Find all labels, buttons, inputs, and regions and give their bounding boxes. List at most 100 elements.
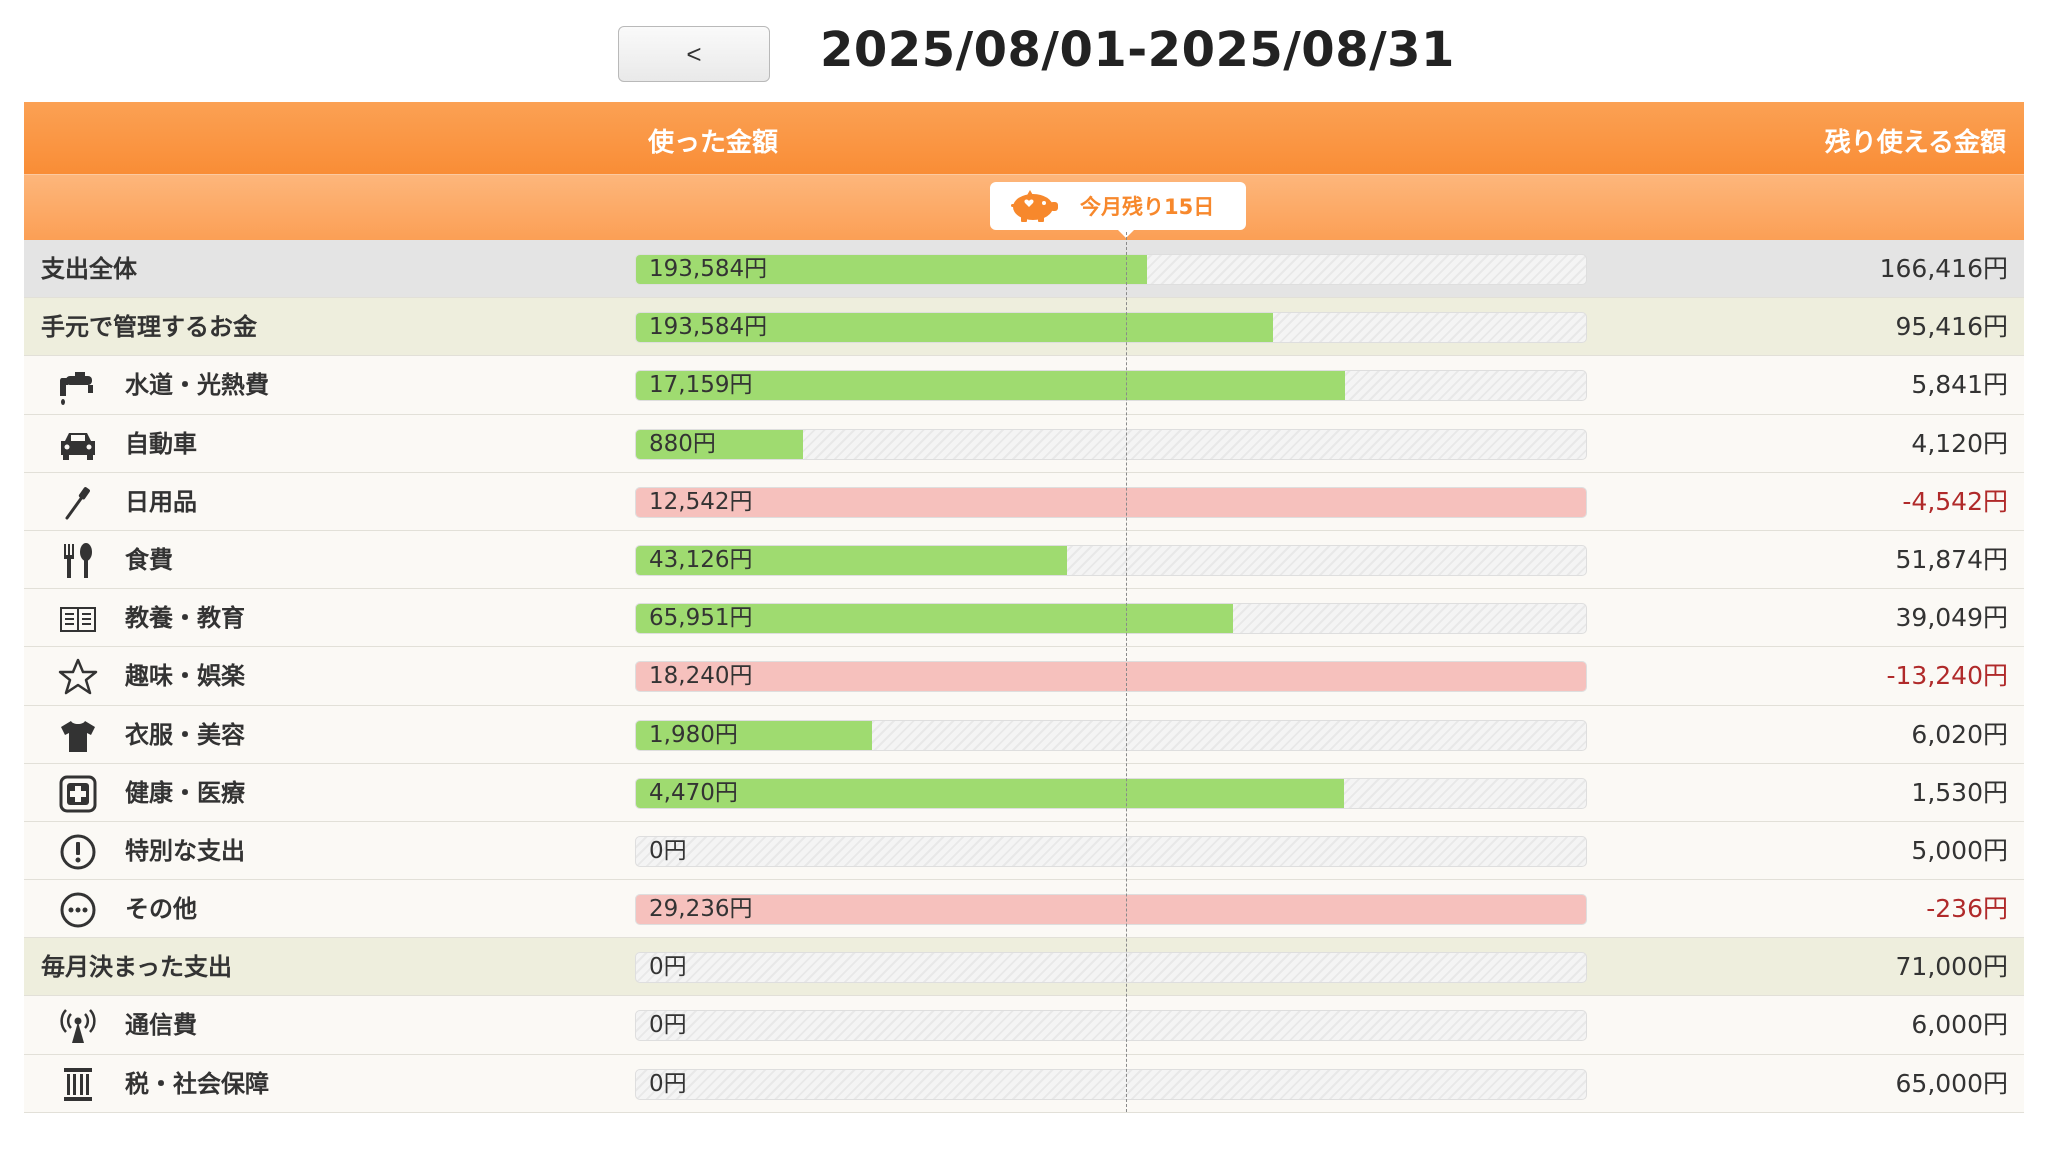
remaining-amount: 5,841円 xyxy=(1911,370,2008,400)
category-row[interactable]: 水道・光熱費 17,159円 5,841円 xyxy=(24,356,2024,415)
row-label: その他 xyxy=(125,895,197,924)
category-row[interactable]: 教養・教育 65,951円 39,049円 xyxy=(24,589,2024,648)
days-left-strip: 今月残り15日 xyxy=(24,174,2024,240)
used-amount: 0円 xyxy=(649,837,687,864)
previous-period-button[interactable]: < xyxy=(618,26,770,82)
row-label: 特別な支出 xyxy=(125,836,245,865)
progress-fill xyxy=(636,604,1233,634)
progress-fill xyxy=(636,371,1345,401)
category-row[interactable]: 特別な支出 0円 5,000円 xyxy=(24,821,2024,881)
tshirt-icon xyxy=(61,720,95,752)
row-label: 食費 xyxy=(125,545,173,574)
category-row[interactable]: 健康・医療 4,470円 1,530円 xyxy=(24,763,2024,822)
pillar-icon xyxy=(64,1067,92,1101)
remaining-amount: -4,542円 xyxy=(1902,486,2008,516)
antenna-icon xyxy=(60,1009,96,1044)
progress-fill xyxy=(636,778,1344,808)
table-header: 使った金額 残り使える金額 xyxy=(24,102,2024,174)
used-amount-header: 使った金額 xyxy=(648,128,779,158)
remaining-amount: 4,120円 xyxy=(1911,428,2008,458)
budget-table: 支出全体 193,584円 166,416円手元で管理するお金 193,584円 95,… xyxy=(24,240,2024,1113)
days-left-text: 今月残り15日 xyxy=(1080,195,1215,219)
row-label: 趣味・娯楽 xyxy=(125,662,245,691)
remaining-amount: 51,874円 xyxy=(1895,544,2008,574)
category-row[interactable]: 衣服・美容 1,980円 6,020円 xyxy=(24,705,2024,764)
used-amount: 43,126円 xyxy=(649,546,753,573)
category-row[interactable]: 自動車 880円 4,120円 xyxy=(24,414,2024,473)
row-label: 日用品 xyxy=(125,487,197,516)
spending-progress-bar: 29,236円 xyxy=(635,894,1587,926)
progress-fill xyxy=(636,720,872,750)
group-row[interactable]: 毎月決まった支出 0円 71,000円 xyxy=(24,938,2024,997)
row-label: 支出全体 xyxy=(41,255,137,283)
group-row[interactable]: 手元で管理するお金 193,584円 95,416円 xyxy=(24,298,2024,357)
progress-fill xyxy=(636,313,1273,343)
used-amount: 193,584円 xyxy=(649,256,768,282)
faucet-icon xyxy=(60,372,93,406)
row-label: 健康・医療 xyxy=(125,778,245,807)
remaining-amount: -13,240円 xyxy=(1886,661,2009,691)
spending-progress-bar: 0円 xyxy=(635,1010,1587,1042)
used-amount: 0円 xyxy=(649,954,687,981)
spending-progress-bar: 0円 xyxy=(635,835,1587,867)
remaining-amount: 6,020円 xyxy=(1911,719,2008,749)
progress-fill xyxy=(636,255,1148,284)
row-label: 手元で管理するお金 xyxy=(41,313,257,342)
row-label: 教養・教育 xyxy=(125,604,245,633)
category-row[interactable]: 税・社会保障 0円 65,000円 xyxy=(24,1054,2024,1113)
progress-fill xyxy=(636,429,804,459)
book-icon xyxy=(60,607,96,633)
progress-fill xyxy=(636,545,1068,575)
fork-spoon-icon xyxy=(64,542,92,578)
car-icon xyxy=(61,432,95,460)
period-title: 2025/08/01-2025/08/31 xyxy=(820,22,1455,78)
used-amount: 0円 xyxy=(649,1070,687,1097)
spending-progress-bar: 0円 xyxy=(635,952,1587,984)
spending-progress-bar: 18,240円 xyxy=(635,661,1587,693)
used-amount: 0円 xyxy=(649,1012,687,1039)
category-row[interactable]: 通信費 0円 6,000円 xyxy=(24,996,2024,1055)
used-amount: 193,584円 xyxy=(649,314,768,341)
spending-progress-bar: 65,951円 xyxy=(635,603,1587,635)
today-marker-line xyxy=(1126,232,1127,1112)
used-amount: 29,236円 xyxy=(649,896,753,923)
progress-fill xyxy=(636,487,1586,517)
row-label: 衣服・美容 xyxy=(125,720,245,749)
row-label: 自動車 xyxy=(125,429,197,458)
row-label: 水道・光熱費 xyxy=(125,371,269,400)
category-row[interactable]: 日用品 12,542円 -4,542円 xyxy=(24,472,2024,531)
category-row[interactable]: 食費 43,126円 51,874円 xyxy=(24,530,2024,590)
remaining-amount: 6,000円 xyxy=(1911,1010,2008,1040)
days-left-badge: 今月残り15日 xyxy=(990,182,1246,230)
spending-progress-bar: 193,584円 xyxy=(635,254,1587,285)
progress-fill xyxy=(636,895,1586,925)
row-label: 毎月決まった支出 xyxy=(41,953,233,982)
toothbrush-icon xyxy=(65,486,90,520)
used-amount: 17,159円 xyxy=(649,372,753,399)
piggy-bank-icon xyxy=(1011,190,1058,222)
spending-progress-bar: 4,470円 xyxy=(635,777,1587,809)
remaining-amount: 1,530円 xyxy=(1911,777,2008,807)
remaining-amount: 166,416円 xyxy=(1879,254,2008,283)
exclamation-icon xyxy=(60,834,96,870)
remaining-amount-header: 残り使える金額 xyxy=(1824,128,2006,158)
spending-progress-bar: 1,980円 xyxy=(635,719,1587,751)
medical-cross-icon xyxy=(59,775,97,813)
used-amount: 1,980円 xyxy=(649,721,738,748)
star-icon xyxy=(58,659,98,695)
more-icon xyxy=(60,892,96,928)
total-row[interactable]: 支出全体 193,584円 166,416円 xyxy=(24,240,2024,299)
remaining-amount: -236円 xyxy=(1926,894,2008,924)
category-row[interactable]: その他 29,236円 -236円 xyxy=(24,880,2024,939)
period-navigation: < 2025/08/01-2025/08/31 xyxy=(0,0,2046,102)
used-amount: 4,470円 xyxy=(649,779,738,806)
used-amount: 12,542円 xyxy=(649,488,753,515)
category-row[interactable]: 趣味・娯楽 18,240円 -13,240円 xyxy=(24,647,2024,706)
spending-progress-bar: 880円 xyxy=(635,428,1587,460)
spending-progress-bar: 193,584円 xyxy=(635,312,1587,344)
spending-progress-bar: 43,126円 xyxy=(635,544,1587,576)
remaining-amount: 95,416円 xyxy=(1895,312,2008,342)
spending-progress-bar: 17,159円 xyxy=(635,370,1587,402)
remaining-amount: 5,000円 xyxy=(1911,835,2008,865)
remaining-amount: 71,000円 xyxy=(1895,952,2008,982)
